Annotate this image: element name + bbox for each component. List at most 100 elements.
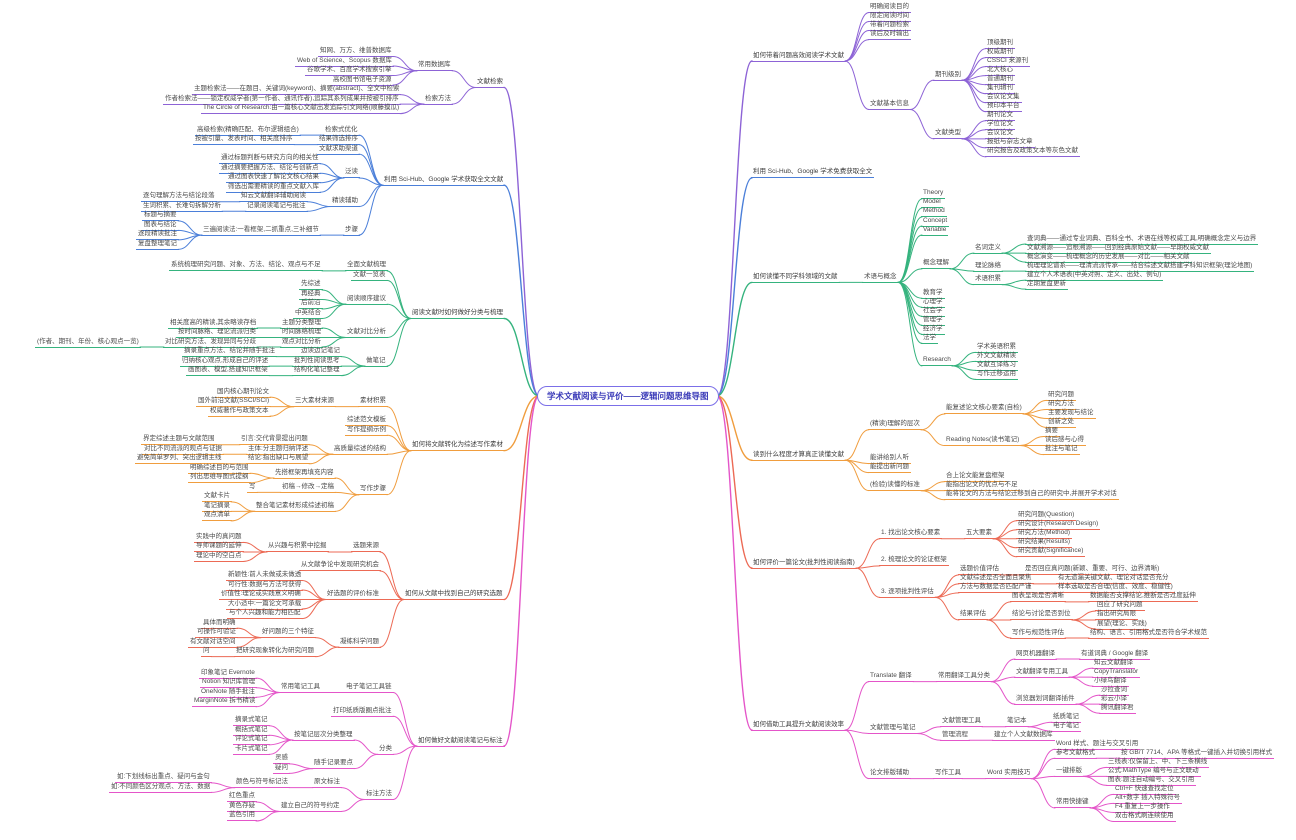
mindmap-node[interactable]: 好问题的三个特征	[260, 628, 316, 639]
mindmap-node[interactable]: 图表与结论	[142, 221, 179, 231]
mindmap-node[interactable]: 研究结果(Results)	[1016, 538, 1073, 549]
mindmap-node[interactable]: 常用笔记工具	[279, 683, 322, 693]
mindmap-node[interactable]: 红色重点	[227, 792, 257, 803]
mindmap-node[interactable]: Variable	[921, 226, 949, 236]
mindmap-node[interactable]: 主题检索法——在题目、关键词(keyword)、摘要(abstract)、全文中…	[192, 85, 402, 96]
mindmap-node[interactable]: (检验)读懂的标准	[868, 481, 922, 492]
mindmap-node[interactable]: 带着问题检索	[868, 21, 911, 32]
branch-root[interactable]: 如何带着问题高效阅读学术文献	[751, 52, 846, 62]
mindmap-node[interactable]: 研究贡献(Significance)	[1016, 547, 1086, 558]
mindmap-node[interactable]: 按笔记层次分类整理	[292, 731, 355, 741]
mindmap-node[interactable]: 合上论文能复盘框架	[944, 472, 1007, 483]
mindmap-node[interactable]: 先搭框架再填充内容	[273, 469, 336, 479]
mindmap-node[interactable]: 术语与概念	[862, 273, 899, 283]
mindmap-node[interactable]: 步骤	[343, 226, 360, 236]
mindmap-node[interactable]: 主题分类整理	[280, 319, 323, 329]
mindmap-node[interactable]: 文献一览表	[351, 271, 388, 281]
mindmap-node[interactable]: 高级检索(精确匹配、布尔逻辑组合)	[195, 126, 301, 136]
mindmap-node[interactable]: 筛选出需要精读的重点文献入库	[226, 183, 321, 193]
mindmap-node[interactable]: 逐段精读批注	[136, 230, 179, 241]
mindmap-node[interactable]: 精读辅助	[330, 197, 360, 208]
mindmap-node[interactable]: 主体:分主题归纳评述	[246, 445, 311, 455]
branch-root[interactable]: 如何评价一篇论文(批判性阅读指南)	[751, 559, 857, 569]
mindmap-node[interactable]: 列出思维导图式提纲	[188, 473, 251, 484]
mindmap-node[interactable]: 术语积累	[973, 275, 1003, 286]
mindmap-node[interactable]: 检索式优化	[323, 126, 360, 136]
mindmap-node[interactable]: 三线表:仅保留上、中、下三条横线	[1106, 758, 1210, 768]
mindmap-node[interactable]: 1. 找出论文核心要素	[879, 529, 943, 540]
mindmap-node[interactable]: Notion 知识库管理	[200, 678, 258, 689]
mindmap-node[interactable]: 中英结合	[293, 309, 323, 319]
mindmap-node[interactable]: 蓝色引用	[227, 811, 257, 822]
mindmap-node[interactable]: 原文标注	[312, 778, 342, 789]
mindmap-node[interactable]: 回应了研究问题	[1095, 601, 1145, 612]
mindmap-node[interactable]: 泛读	[343, 168, 360, 179]
mindmap-node[interactable]: 电子笔记工具链	[344, 683, 394, 693]
mindmap-node[interactable]: 凝练科学问题	[338, 638, 381, 648]
mindmap-node[interactable]: 可操作可验证	[195, 628, 238, 639]
mindmap-node[interactable]: Translate 翻译	[868, 672, 914, 683]
mindmap-node[interactable]: 谷歌学术、百度学术搜索引擎	[305, 66, 394, 77]
branch-root[interactable]: 读到什么程度才算真正读懂文献	[751, 451, 846, 461]
mindmap-node[interactable]: 结果评估	[958, 610, 988, 621]
mindmap-node[interactable]: 一键排版	[1054, 767, 1084, 777]
mindmap-node[interactable]: 管理流程	[940, 731, 970, 741]
mindmap-node[interactable]: 梳理理论谱系——理清流派传承——结合综述文献搭建学科知识框架(理论地图)	[1025, 262, 1255, 272]
mindmap-node[interactable]: 文献溯源——追根溯源——回到经典原始文献——早期权威文献	[1025, 244, 1211, 254]
mindmap-node[interactable]: 全面文献梳理	[345, 261, 388, 272]
mindmap-node[interactable]: 复盘整理笔记	[136, 240, 179, 250]
mindmap-node[interactable]: 经济学	[921, 325, 945, 335]
mindmap-node[interactable]: 腾讯翻译君	[1099, 704, 1136, 714]
mindmap-node[interactable]: 权威著作与政策文本	[208, 407, 271, 417]
mindmap-node[interactable]: 会议论文集	[985, 93, 1022, 104]
mindmap-node[interactable]: Method	[921, 207, 947, 218]
mindmap-node[interactable]: 彩云小译	[1099, 695, 1129, 705]
mindmap-node[interactable]: 论文排版辅助	[868, 769, 911, 780]
mindmap-node[interactable]: 指出研究局限	[1095, 610, 1138, 621]
mindmap-node[interactable]: 顶级期刊	[985, 39, 1015, 50]
mindmap-node[interactable]: F4 重复上一步操作	[1113, 803, 1172, 813]
mindmap-node[interactable]: 如:不同颜色区分观点、方法、数据	[109, 783, 213, 793]
mindmap-node[interactable]: 国外前沿文献(SSCI/SCI)	[196, 397, 272, 408]
mindmap-node[interactable]: 创新之处	[1046, 418, 1076, 428]
mindmap-node[interactable]: Word 样式、题注与交叉引用	[1054, 740, 1141, 750]
mindmap-node[interactable]: 文献类型	[933, 129, 963, 140]
mindmap-node[interactable]: 主要发现与结论	[1046, 409, 1096, 419]
mindmap-node[interactable]: Research	[921, 356, 953, 367]
mindmap-node[interactable]: 对比不同流派的观点与证据	[142, 445, 224, 455]
mindmap-node[interactable]: 后前沿	[299, 299, 323, 310]
mindmap-node[interactable]: 查词典——通过专业词典、百科全书、术语在线等权威工具,明确概念定义与边界	[1025, 235, 1259, 245]
mindmap-node[interactable]: 初稿→修改→定稿	[280, 483, 336, 493]
mindmap-node[interactable]: 能将论文的方法与结论迁移到自己的研究中,并展开学术对话	[944, 490, 1119, 501]
mindmap-node[interactable]: 再经典	[299, 290, 323, 300]
mindmap-node[interactable]: 普通期刊	[985, 75, 1015, 86]
mindmap-node[interactable]: 检索方法	[423, 95, 453, 105]
mindmap-node[interactable]: 研究问题	[1046, 391, 1076, 401]
mindmap-node[interactable]: 学术英语积累	[975, 343, 1018, 353]
mindmap-node[interactable]: 3. 逐项批判性评估	[879, 588, 936, 598]
mindmap-node[interactable]: 理论脉络	[973, 262, 1003, 272]
mindmap-node[interactable]: 综述范文模板	[345, 416, 388, 427]
mindmap-node[interactable]: 纸质笔记	[1051, 713, 1081, 723]
mindmap-node[interactable]: 导师课题的延伸	[194, 542, 244, 553]
mindmap-node[interactable]: 素材积累	[358, 397, 388, 408]
mindmap-node[interactable]: 数据能否支撑结论,推断是否过度延伸	[1088, 592, 1198, 603]
mindmap-node[interactable]: 预印本平台	[985, 102, 1022, 113]
mindmap-node[interactable]: 价值性:理论或实践意义明确	[219, 590, 303, 601]
mindmap-node[interactable]: 笔记摘录	[202, 502, 232, 512]
mindmap-node[interactable]: 通过标题判断与研究方向的相关性	[219, 154, 321, 165]
mindmap-node[interactable]: 常用数据库	[416, 61, 453, 72]
mindmap-node[interactable]: 结论与讨论是否到位	[1010, 610, 1073, 621]
mindmap-node[interactable]: 通过摘要把握方法、结论与创新点	[219, 164, 321, 174]
mindmap-node[interactable]: 写作提纲示例	[345, 426, 388, 436]
mindmap-node[interactable]: 分类	[377, 745, 394, 755]
mindmap-node[interactable]: 写作工具	[933, 769, 963, 780]
mindmap-node[interactable]: 大小适中:一篇论文可承载	[226, 600, 304, 610]
mindmap-node[interactable]: 概念演变——梳理概念的历史发展——对比——相关文献	[1025, 253, 1192, 263]
mindmap-node[interactable]: 概念理解	[921, 259, 951, 270]
mindmap-node[interactable]: 常用翻译工具分类	[936, 672, 992, 683]
mindmap-node[interactable]: 与个人兴趣和能力相匹配	[227, 609, 303, 620]
mindmap-node[interactable]: 写作步骤	[358, 485, 388, 496]
mindmap-node[interactable]: 研究设计(Research Design)	[1016, 520, 1101, 531]
mindmap-node[interactable]: Alt+数字 插入特殊符号	[1113, 794, 1183, 804]
